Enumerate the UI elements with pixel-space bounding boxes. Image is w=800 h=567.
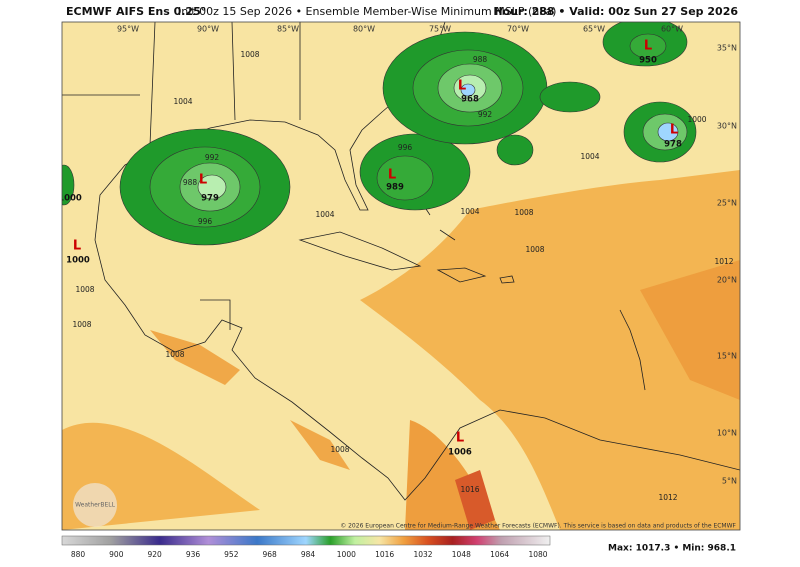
colorbar-label: 968: [263, 550, 278, 559]
latitude-label: 20°N: [717, 276, 737, 285]
contour-label: 1008: [75, 285, 94, 294]
low-value: 950: [639, 56, 657, 66]
low-value: 1000: [66, 256, 90, 266]
logo-badge: [73, 483, 117, 527]
high-pressure-area: [455, 470, 495, 530]
latitude-label: 35°N: [717, 44, 737, 53]
colorbar-label: 1016: [375, 550, 394, 559]
latitude-label: 30°N: [717, 122, 737, 131]
colorbar-label: 1064: [490, 550, 509, 559]
low-symbol: L: [456, 431, 464, 446]
contour-label: 988: [183, 178, 198, 187]
colorbar-ticks: 880 900 920 936 952 968 984 1000 1016 1032 1048 106…: [71, 550, 548, 559]
colorbar-label: 952: [224, 550, 239, 559]
copyright: © 2026 European Centre for Medium-Range …: [340, 523, 736, 530]
low-pressure-systems: [62, 22, 697, 246]
colorbar-label: 900: [109, 550, 124, 559]
longitude-label: 65°W: [583, 25, 605, 34]
contour-label: 1012: [658, 493, 677, 502]
contour-label: 1008: [165, 350, 184, 359]
low-symbol: L: [73, 239, 81, 254]
colorbar-label: 1032: [413, 550, 432, 559]
low-symbol: L: [458, 79, 466, 94]
contour-label: 992: [478, 110, 493, 119]
contour-label: 1004: [315, 210, 334, 219]
colorbar-label: 1048: [452, 550, 471, 559]
low-value: 989: [386, 183, 404, 193]
contour-label: 1004: [173, 97, 192, 106]
contour-label: 1008: [72, 320, 91, 329]
colorbar-label: 984: [301, 550, 316, 559]
contour-label: 996: [398, 143, 413, 152]
contour-label: 1000: [687, 115, 706, 124]
map-frame: [61, 21, 741, 531]
model-name: ECMWF AIFS Ens 0.25°: [66, 5, 206, 18]
high-pressure-area: [640, 260, 740, 400]
contour-label: 1008: [240, 50, 259, 59]
colorbar-label: 1080: [528, 550, 547, 559]
high-pressure-area: [290, 420, 350, 470]
longitude-label: 95°W: [117, 25, 139, 34]
longitude-label: 80°W: [353, 25, 375, 34]
map-labels: 95°W 90°W 85°W 80°W 75°W 70°W 65°W 60°W 35°N 30°N…: [58, 25, 737, 503]
low-symbol: L: [199, 173, 207, 188]
contour-label: 1004: [580, 152, 599, 161]
stats: Max: 1017.3 • Min: 968.1: [608, 544, 736, 554]
low-symbol: L: [670, 123, 678, 138]
low-value: 979: [201, 194, 219, 204]
latitude-label: 15°N: [717, 352, 737, 361]
longitude-label: 75°W: [429, 25, 451, 34]
contour-label: 1008: [514, 208, 533, 217]
colorbar-label: 1000: [337, 550, 356, 559]
low-symbol: L: [644, 39, 652, 54]
colorbar-label: 936: [186, 550, 201, 559]
colorbar: [61, 535, 551, 546]
contour-label: 1008: [525, 245, 544, 254]
low-symbol: L: [388, 168, 396, 183]
description: Init 00z 15 Sep 2026 • Ensemble Member-W…: [178, 5, 556, 18]
contour-label: 996: [198, 217, 213, 226]
colorbar-label: 920: [148, 550, 163, 559]
high-pressure-area: [360, 170, 740, 530]
low-value: 1006: [448, 448, 472, 458]
colorbar-label: 880: [71, 550, 86, 559]
logo: WeatherBELL: [75, 502, 116, 509]
latitude-label: 10°N: [717, 429, 737, 438]
map: 95°W 90°W 85°W 80°W 75°W 70°W 65°W 60°W 35°N 30°N…: [58, 22, 740, 530]
low-value: 968: [461, 95, 479, 105]
latitude-label: 25°N: [717, 199, 737, 208]
contour-label: 1012: [714, 257, 733, 266]
low-value: 978: [664, 140, 682, 150]
contour-label: 1004: [460, 207, 479, 216]
latitude-label: 5°N: [722, 477, 737, 486]
high-pressure-area: [150, 330, 240, 385]
contour-label: 1016: [460, 485, 479, 494]
edge-value: 1000: [58, 194, 82, 204]
contour-label: 988: [473, 55, 488, 64]
longitude-label: 85°W: [277, 25, 299, 34]
valid-time: Hour: 288 • Valid: 00z Sun 27 Sep 2026: [493, 5, 738, 18]
longitude-label: 90°W: [197, 25, 219, 34]
longitude-label: 60°W: [661, 25, 683, 34]
contour-label: 1008: [330, 445, 349, 454]
longitude-label: 70°W: [507, 25, 529, 34]
contour-label: 992: [205, 153, 220, 162]
